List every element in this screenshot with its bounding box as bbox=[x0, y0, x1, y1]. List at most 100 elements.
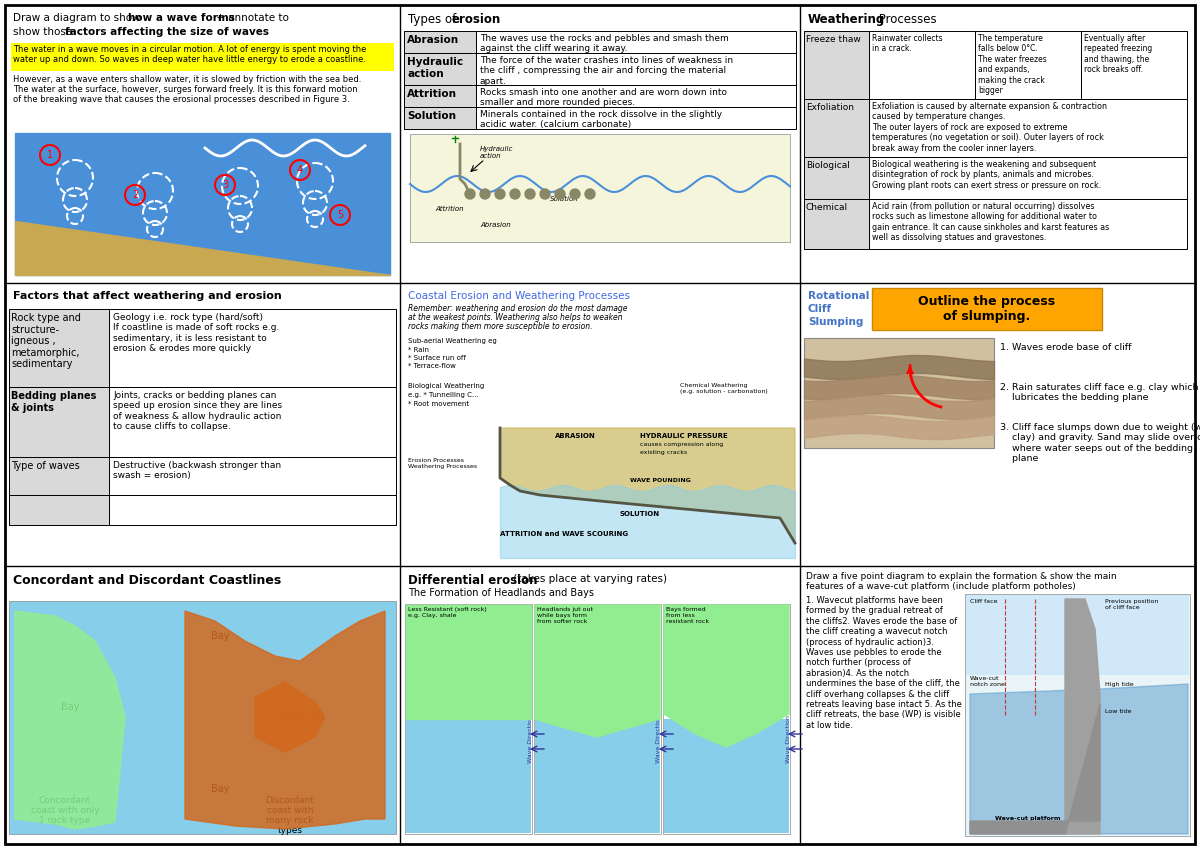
Text: Acid rain (from pollution or natural occurring) dissolves
rocks such as limeston: Acid rain (from pollution or natural occ… bbox=[872, 202, 1109, 242]
Polygon shape bbox=[256, 682, 325, 752]
Polygon shape bbox=[500, 428, 796, 543]
FancyBboxPatch shape bbox=[109, 309, 396, 387]
Text: at the weakest points. Weathering also helps to weaken: at the weakest points. Weathering also h… bbox=[408, 313, 623, 322]
FancyBboxPatch shape bbox=[11, 43, 394, 71]
Text: Joints, cracks or bedding planes can
speed up erosion since they are lines
of we: Joints, cracks or bedding planes can spe… bbox=[113, 391, 282, 431]
Text: Biological Weathering: Biological Weathering bbox=[408, 383, 485, 389]
Text: Abrasion: Abrasion bbox=[480, 222, 511, 228]
Text: Biological: Biological bbox=[806, 161, 850, 170]
Text: 1. Waves erode base of cliff: 1. Waves erode base of cliff bbox=[1000, 343, 1132, 352]
Text: Rotational: Rotational bbox=[808, 291, 869, 301]
Polygon shape bbox=[664, 605, 790, 747]
FancyBboxPatch shape bbox=[804, 199, 869, 249]
Text: Remember: weathering and erosion do the most damage: Remember: weathering and erosion do the … bbox=[408, 304, 628, 313]
FancyBboxPatch shape bbox=[804, 157, 869, 199]
Text: types: types bbox=[277, 826, 302, 835]
Text: Erosion Processes
Weathering Processes: Erosion Processes Weathering Processes bbox=[408, 458, 478, 469]
Circle shape bbox=[480, 189, 490, 199]
Text: The Formation of Headlands and Bays: The Formation of Headlands and Bays bbox=[408, 588, 594, 598]
FancyBboxPatch shape bbox=[410, 134, 790, 242]
Circle shape bbox=[540, 189, 550, 199]
FancyBboxPatch shape bbox=[404, 85, 476, 107]
Text: Attrition: Attrition bbox=[407, 89, 457, 99]
FancyBboxPatch shape bbox=[872, 288, 1102, 330]
FancyBboxPatch shape bbox=[965, 594, 1190, 836]
Text: Bay: Bay bbox=[211, 631, 229, 641]
Text: * Terrace-flow: * Terrace-flow bbox=[408, 363, 456, 369]
Circle shape bbox=[466, 189, 475, 199]
FancyBboxPatch shape bbox=[109, 457, 396, 495]
Text: The water at the surface, however, surges forward freely. It is this forward mot: The water at the surface, however, surge… bbox=[13, 85, 358, 94]
Text: Rainwater collects
in a crack.: Rainwater collects in a crack. bbox=[872, 34, 943, 53]
Text: Sub-aerial Weathering eg: Sub-aerial Weathering eg bbox=[408, 338, 497, 344]
Text: Destructive (backwash stronger than
swash = erosion): Destructive (backwash stronger than swas… bbox=[113, 461, 281, 481]
FancyBboxPatch shape bbox=[10, 495, 109, 525]
Text: 4: 4 bbox=[296, 165, 304, 175]
Text: 3: 3 bbox=[222, 180, 228, 190]
FancyBboxPatch shape bbox=[476, 53, 796, 85]
FancyBboxPatch shape bbox=[966, 595, 1189, 675]
Polygon shape bbox=[1066, 599, 1100, 834]
Circle shape bbox=[496, 189, 505, 199]
Text: Eventually after
repeated freezing
and thawing, the
rock breaks off.: Eventually after repeated freezing and t… bbox=[1084, 34, 1152, 74]
Text: Processes: Processes bbox=[875, 13, 937, 26]
FancyBboxPatch shape bbox=[869, 157, 1187, 199]
Text: Biological weathering is the weakening and subsequent
disintegration of rock by : Biological weathering is the weakening a… bbox=[872, 160, 1102, 190]
Text: Cliff face: Cliff face bbox=[970, 599, 997, 604]
FancyBboxPatch shape bbox=[535, 719, 660, 833]
Text: Wave-cut platform: Wave-cut platform bbox=[995, 816, 1061, 821]
Text: The temperature
falls below 0°C.
The water freezes
and expands,
making the crack: The temperature falls below 0°C. The wat… bbox=[978, 34, 1046, 95]
FancyBboxPatch shape bbox=[10, 309, 109, 387]
Polygon shape bbox=[406, 605, 530, 719]
FancyBboxPatch shape bbox=[476, 85, 796, 107]
Text: 1: 1 bbox=[47, 150, 53, 160]
FancyBboxPatch shape bbox=[662, 604, 790, 834]
Text: Discordant: Discordant bbox=[265, 796, 314, 805]
Text: show those: show those bbox=[13, 27, 76, 37]
Text: Hydraulic
action: Hydraulic action bbox=[480, 146, 514, 159]
Text: factors affecting the size of waves: factors affecting the size of waves bbox=[65, 27, 269, 37]
FancyBboxPatch shape bbox=[664, 719, 790, 833]
Circle shape bbox=[586, 189, 595, 199]
FancyBboxPatch shape bbox=[476, 31, 796, 53]
Text: 1 rock type: 1 rock type bbox=[40, 816, 90, 825]
Text: how a wave forms: how a wave forms bbox=[128, 13, 235, 23]
FancyBboxPatch shape bbox=[804, 99, 869, 157]
Text: Outline the process
of slumping.: Outline the process of slumping. bbox=[918, 295, 1056, 323]
Text: Chemical: Chemical bbox=[806, 203, 848, 212]
FancyBboxPatch shape bbox=[5, 5, 1195, 844]
FancyBboxPatch shape bbox=[404, 107, 476, 129]
FancyBboxPatch shape bbox=[1081, 31, 1187, 99]
FancyBboxPatch shape bbox=[406, 719, 530, 833]
Text: However, as a wave enters shallow water, it is slowed by friction with the sea b: However, as a wave enters shallow water,… bbox=[13, 75, 361, 84]
Circle shape bbox=[526, 189, 535, 199]
Text: WAVE POUNDING: WAVE POUNDING bbox=[630, 478, 691, 483]
Text: The waves use the rocks and pebbles and smash them
against the cliff wearing it : The waves use the rocks and pebbles and … bbox=[480, 34, 728, 53]
Text: Rocks smash into one another and are worn down into
smaller and more rounded pie: Rocks smash into one another and are wor… bbox=[480, 88, 727, 108]
Text: Minerals contained in the rock dissolve in the slightly
acidic water. (calcium c: Minerals contained in the rock dissolve … bbox=[480, 110, 722, 129]
Text: features of a wave-cut platform (include platform potholes): features of a wave-cut platform (include… bbox=[806, 582, 1075, 591]
FancyBboxPatch shape bbox=[804, 31, 869, 99]
Text: coast with only: coast with only bbox=[31, 806, 100, 815]
FancyBboxPatch shape bbox=[869, 199, 1187, 249]
Text: Solution: Solution bbox=[407, 111, 456, 121]
Text: 5: 5 bbox=[337, 210, 343, 220]
Text: Bay: Bay bbox=[61, 702, 79, 712]
Circle shape bbox=[554, 189, 565, 199]
Text: Draw a diagram to show: Draw a diagram to show bbox=[13, 13, 144, 23]
Text: Bays formed
from less
resistant rock: Bays formed from less resistant rock bbox=[666, 607, 709, 624]
Text: The force of the water crashes into lines of weakness in
the cliff , compressing: The force of the water crashes into line… bbox=[480, 56, 733, 86]
Text: Hydraulic
action: Hydraulic action bbox=[407, 57, 463, 79]
FancyBboxPatch shape bbox=[974, 31, 1081, 99]
Polygon shape bbox=[970, 704, 1100, 834]
Text: High tide: High tide bbox=[1105, 682, 1134, 687]
FancyBboxPatch shape bbox=[10, 387, 109, 457]
Text: coast with: coast with bbox=[266, 806, 313, 815]
Text: Factors that affect weathering and erosion: Factors that affect weathering and erosi… bbox=[13, 291, 282, 301]
Text: 1. Wavecut platforms have been
formed by the gradual retreat of
the cliffs2. Wav: 1. Wavecut platforms have been formed by… bbox=[806, 596, 962, 730]
Text: 2. Rain saturates cliff face e.g. clay which
    lubricates the bedding plane: 2. Rain saturates cliff face e.g. clay w… bbox=[1000, 383, 1199, 402]
Text: (takes place at varying rates): (takes place at varying rates) bbox=[510, 574, 667, 584]
Text: Geology i.e. rock type (hard/soft)
If coastline is made of soft rocks e.g.
sedim: Geology i.e. rock type (hard/soft) If co… bbox=[113, 313, 280, 353]
FancyBboxPatch shape bbox=[10, 601, 396, 834]
Polygon shape bbox=[185, 611, 385, 829]
